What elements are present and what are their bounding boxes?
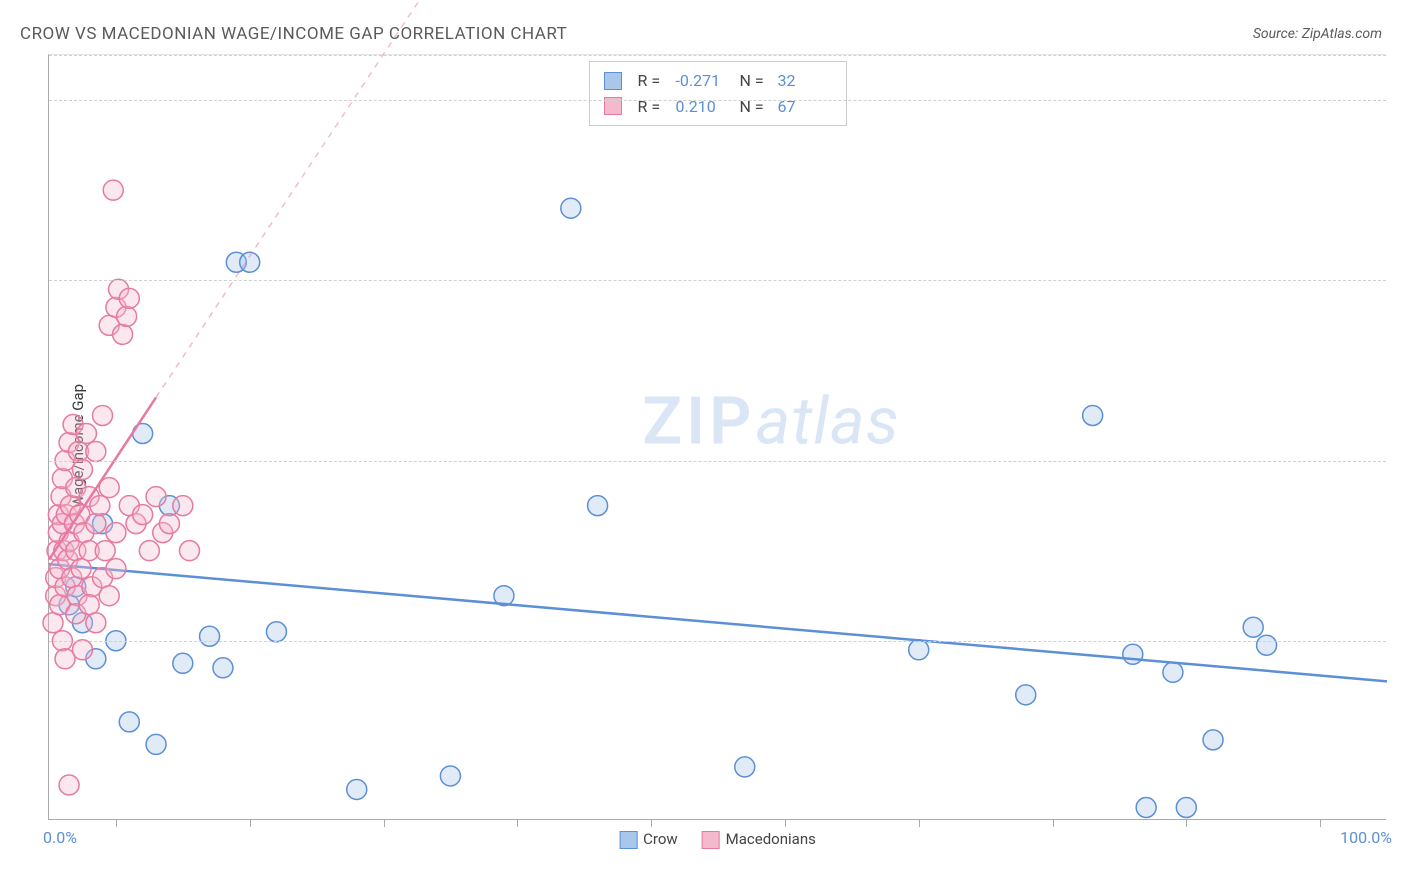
trend-line: [49, 564, 1387, 681]
x-tick-mark: [785, 819, 786, 827]
legend-swatch-crow: [604, 72, 622, 90]
data-point: [1243, 617, 1263, 637]
x-axis-min-label: 0.0%: [43, 828, 77, 847]
data-point: [1123, 644, 1143, 664]
data-point: [266, 622, 286, 642]
legend-row-macedonians: R =0.210 N =67: [604, 94, 832, 120]
data-point: [1083, 405, 1103, 425]
data-point: [1176, 797, 1196, 817]
data-point: [86, 514, 106, 534]
source-attribution: Source: ZipAtlas.com: [1253, 26, 1382, 42]
x-tick-mark: [384, 819, 385, 827]
data-point: [909, 640, 929, 660]
scatter-svg: [49, 55, 1386, 819]
data-point: [119, 288, 139, 308]
data-point: [95, 541, 115, 561]
data-point: [86, 442, 106, 462]
data-point: [735, 757, 755, 777]
data-point: [173, 496, 193, 516]
gridline: [49, 461, 1386, 462]
data-point: [72, 460, 92, 480]
data-point: [86, 613, 106, 633]
data-point: [99, 586, 119, 606]
y-tick-label: 40.0%: [1396, 451, 1406, 470]
data-point: [72, 640, 92, 660]
data-point: [347, 779, 367, 799]
data-point: [173, 653, 193, 673]
gridline: [49, 641, 1386, 642]
y-tick-label: 80.0%: [1396, 91, 1406, 110]
data-point: [1136, 797, 1156, 817]
gridline: [49, 280, 1386, 281]
correlation-legend: R =-0.271 N =32 R =0.210 N =67: [589, 61, 847, 126]
data-point: [117, 306, 137, 326]
data-point: [106, 559, 126, 579]
data-point: [59, 775, 79, 795]
data-point: [139, 541, 159, 561]
x-tick-mark: [250, 819, 251, 827]
legend-item-macedonians: Macedonians: [702, 830, 816, 849]
x-tick-mark: [1186, 819, 1187, 827]
data-point: [146, 734, 166, 754]
data-point: [106, 523, 126, 543]
trend-line-extension: [156, 0, 491, 397]
data-point: [200, 626, 220, 646]
data-point: [561, 198, 581, 218]
data-point: [71, 559, 91, 579]
series-legend: Crow Macedonians: [619, 830, 816, 849]
data-point: [146, 487, 166, 507]
data-point: [1257, 635, 1277, 655]
data-point: [43, 613, 63, 633]
chart-plot-area: ZIPatlas R =-0.271 N =32 R =0.210 N =67 …: [48, 54, 1386, 820]
x-tick-mark: [919, 819, 920, 827]
gridline: [49, 55, 1386, 56]
legend-item-crow: Crow: [619, 830, 678, 849]
y-tick-label: 20.0%: [1396, 631, 1406, 650]
x-tick-mark: [1320, 819, 1321, 827]
data-point: [1203, 730, 1223, 750]
data-point: [1016, 685, 1036, 705]
data-point: [179, 541, 199, 561]
data-point: [90, 496, 110, 516]
legend-row-crow: R =-0.271 N =32: [604, 68, 832, 94]
data-point: [119, 712, 139, 732]
legend-swatch-icon: [619, 831, 637, 849]
data-point: [79, 595, 99, 615]
data-point: [76, 423, 96, 443]
data-point: [103, 180, 123, 200]
chart-title: CROW VS MACEDONIAN WAGE/INCOME GAP CORRE…: [20, 24, 567, 44]
data-point: [133, 505, 153, 525]
x-tick-mark: [116, 819, 117, 827]
x-tick-mark: [1053, 819, 1054, 827]
x-axis-max-label: 100.0%: [1340, 828, 1392, 847]
y-tick-label: 60.0%: [1396, 271, 1406, 290]
data-point: [159, 514, 179, 534]
data-point: [213, 658, 233, 678]
data-point: [440, 766, 460, 786]
legend-swatch-icon: [702, 831, 720, 849]
x-tick-mark: [517, 819, 518, 827]
x-tick-mark: [651, 819, 652, 827]
data-point: [1163, 662, 1183, 682]
gridline: [49, 100, 1386, 101]
data-point: [93, 405, 113, 425]
data-point: [588, 496, 608, 516]
data-point: [113, 324, 133, 344]
